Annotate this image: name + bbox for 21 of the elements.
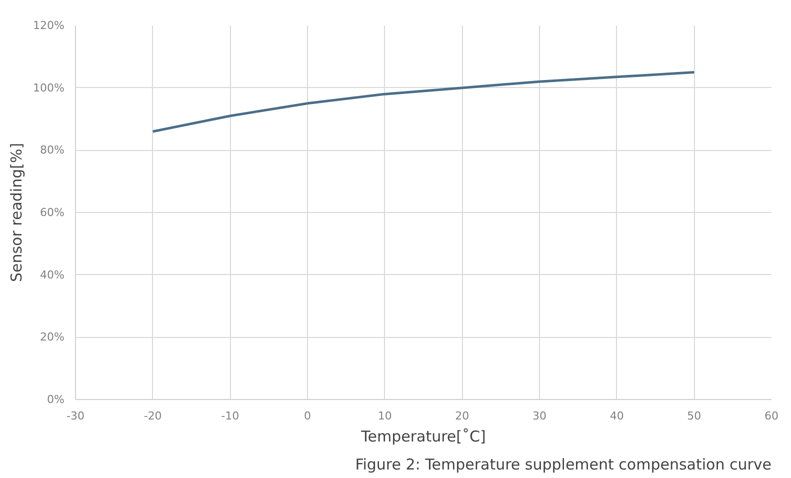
line-series: [152, 71, 696, 133]
y-tick-label: 40%: [40, 268, 65, 282]
y-tick-label: 120%: [33, 19, 65, 32]
x-tick-label: 20: [455, 410, 470, 422]
x-tick-label: -10: [221, 410, 240, 422]
x-tick-label: 0: [304, 410, 311, 422]
x-tick-label: 50: [687, 410, 702, 422]
x-axis-title: Temperature[˚C]: [360, 428, 486, 446]
x-tick-label: 60: [764, 410, 778, 422]
caption: Figure 2: Temperature supplement compensation curve: [355, 456, 772, 474]
x-tick-label: 40: [610, 410, 624, 422]
y-axis-title: Sensor reading[%]: [8, 142, 26, 282]
x-tick-label: -30: [66, 410, 84, 422]
x-tick-label: 30: [532, 410, 546, 422]
y-tick-label: 60%: [40, 206, 65, 219]
y-tick-label: 0%: [47, 393, 64, 406]
y-tick-label: 20%: [40, 330, 65, 344]
x-tick-label: -20: [144, 410, 162, 422]
x-tick-label: 10: [378, 410, 392, 422]
y-tick-label: 80%: [40, 144, 65, 157]
y-tick-label: 100%: [33, 81, 65, 94]
